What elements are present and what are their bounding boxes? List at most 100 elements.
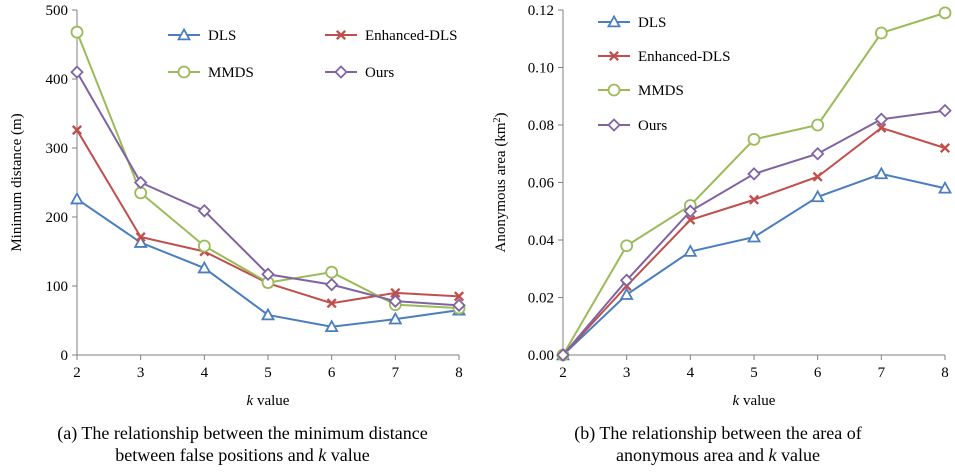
- data-point: [261, 267, 275, 282]
- legend-label: MMDS: [208, 65, 254, 81]
- data-point: [452, 298, 466, 313]
- data-point: [747, 167, 761, 181]
- legend-label: Ours: [365, 65, 394, 81]
- data-point: [388, 311, 403, 325]
- x-tick-label: 5: [264, 365, 272, 381]
- series-ours: [556, 103, 952, 362]
- data-point: [810, 146, 825, 161]
- data-point: [325, 265, 339, 279]
- x-axis-label: k value: [247, 393, 290, 409]
- y-axis-label: Minimum distance (m): [9, 113, 25, 251]
- x-tick-label: 7: [392, 365, 400, 381]
- legend-item: Enhanced-DLS: [325, 28, 457, 44]
- legend-item: DLS: [598, 14, 666, 31]
- data-point: [810, 189, 825, 203]
- data-point: [748, 194, 760, 205]
- y-tick-label: 200: [46, 210, 69, 226]
- data-point: [390, 287, 401, 298]
- data-point: [197, 260, 212, 274]
- data-point: [876, 122, 887, 133]
- x-axis-label-var: k: [733, 393, 740, 409]
- series-mmds: [556, 6, 952, 362]
- data-point: [324, 277, 339, 292]
- data-point: [939, 142, 951, 154]
- data-point: [746, 229, 762, 243]
- x-tick-label: 4: [201, 365, 209, 381]
- legend-item: Ours: [598, 118, 667, 134]
- caption-b-end: value: [776, 445, 820, 465]
- caption-b-line2: anonymous area and k value: [488, 444, 948, 466]
- x-axis-label-rest: value: [253, 393, 290, 409]
- data-point: [135, 231, 146, 243]
- data-point: [70, 25, 84, 39]
- legend-item: MMDS: [598, 83, 684, 99]
- data-point: [133, 175, 148, 190]
- legend-marker: [607, 83, 621, 97]
- y-tick-label: 0.04: [528, 233, 555, 249]
- data-point: [874, 166, 889, 180]
- y-tick-label: 0.12: [528, 3, 554, 19]
- data-point: [620, 239, 634, 253]
- data-point: [619, 273, 634, 288]
- legend-label: Enhanced-DLS: [365, 28, 457, 44]
- caption-a-var: k: [318, 445, 327, 465]
- x-axis-label-var: k: [247, 393, 254, 409]
- x-tick-label: 3: [137, 365, 145, 381]
- y-tick-label: 0: [61, 348, 69, 364]
- legend: DLS Enhanced-DLS MMDS Ours: [168, 27, 457, 81]
- data-point: [260, 307, 276, 321]
- series-ours: [70, 65, 466, 313]
- series-line: [76, 198, 460, 328]
- x-tick-label: 8: [941, 365, 949, 381]
- caption-a-line2: between false positions and k value: [0, 444, 485, 466]
- series-line: [562, 11, 946, 356]
- legend-marker: [335, 29, 347, 41]
- caption-b-text: anonymous area and: [616, 445, 769, 465]
- x-tick-label: 2: [73, 365, 81, 381]
- y-tick-label: 300: [46, 141, 69, 157]
- data-point: [70, 65, 84, 79]
- legend-marker: [607, 118, 621, 132]
- legend-label: Ours: [638, 118, 667, 134]
- data-point: [197, 204, 212, 218]
- x-axis-label-rest: value: [739, 393, 776, 409]
- x-tick-label: 2: [559, 365, 567, 381]
- data-point: [938, 6, 952, 20]
- legend-label: DLS: [638, 15, 666, 31]
- data-point: [133, 235, 148, 248]
- caption-b: (b) The relationship between the area of…: [488, 422, 948, 466]
- data-point: [324, 319, 339, 333]
- x-tick-label: 8: [455, 365, 463, 381]
- y-axis-label: Anonymous area (km2): [492, 113, 509, 253]
- data-point: [71, 125, 83, 136]
- y-tick-label: 0.02: [528, 291, 554, 307]
- x-tick-label: 3: [623, 365, 631, 381]
- x-tick-label: 4: [687, 365, 695, 381]
- legend-item: Enhanced-DLS: [598, 49, 730, 65]
- legend-label: DLS: [208, 28, 236, 44]
- caption-b-line1: (b) The relationship between the area of: [574, 423, 862, 443]
- data-point: [326, 298, 337, 309]
- legend: DLS Enhanced-DLS MMDS Ours: [598, 14, 730, 134]
- y-tick-label: 0.08: [528, 118, 554, 134]
- legend-marker: [176, 27, 192, 41]
- data-point: [812, 171, 823, 182]
- legend-item: Ours: [325, 65, 394, 81]
- y-tick-label: 0.10: [528, 61, 554, 77]
- chart-1: 0 100 200 300 400 500 2 3 4 5 6 7 8 k value Minimum di…: [9, 3, 467, 409]
- data-point: [683, 244, 698, 257]
- y-tick-label: 100: [46, 279, 69, 295]
- caption-b-var: k: [768, 445, 777, 465]
- data-point: [685, 214, 696, 225]
- y-axis-label-main: Anonymous area (km: [493, 122, 509, 252]
- chart-2: 0.00 0.02 0.04 0.06 0.08 0.10 0.12 2 3 4 5 6 7 8 k val…: [492, 3, 953, 409]
- data-point: [874, 112, 889, 127]
- y-axis-label-end: ): [493, 113, 509, 118]
- legend-marker: [177, 65, 191, 79]
- x-tick-label: 5: [750, 365, 758, 381]
- data-point: [747, 132, 761, 146]
- caption-a: (a) The relationship between the minimum…: [0, 422, 485, 466]
- y-tick-label: 0.06: [528, 176, 555, 192]
- legend-marker: [608, 50, 620, 62]
